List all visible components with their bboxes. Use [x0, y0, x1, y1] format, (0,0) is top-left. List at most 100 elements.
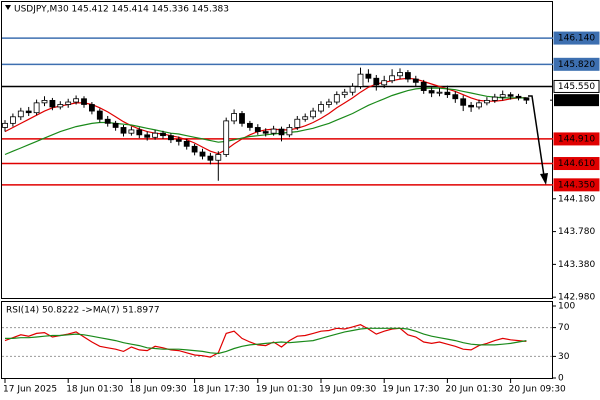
y-tick-label: 100 — [558, 302, 575, 312]
candle-body — [254, 127, 261, 132]
candle-body — [120, 127, 127, 134]
candle-body — [286, 127, 293, 136]
candle-body — [17, 110, 24, 118]
candle-body — [318, 104, 324, 112]
candle-body — [491, 96, 498, 101]
candle-body — [96, 110, 103, 120]
candle-body — [2, 122, 8, 128]
level-label-box — [553, 178, 600, 192]
level-label: 145.820 — [558, 60, 595, 70]
candle-body — [49, 99, 56, 108]
candle-body — [239, 113, 245, 124]
candle-body — [302, 116, 309, 120]
rsi-frame — [1, 301, 553, 379]
y-tick-label: 0 — [558, 374, 564, 384]
annotation-arrow — [528, 95, 548, 185]
y-tick-label: 143.780 — [558, 227, 595, 237]
candle-body — [199, 151, 206, 157]
candle-body — [231, 113, 238, 122]
candle-body — [278, 128, 285, 136]
candle-body — [515, 95, 522, 99]
level-label-box — [553, 132, 600, 146]
candle-body — [428, 90, 435, 94]
candle-body — [365, 73, 372, 79]
candle-body — [294, 118, 301, 128]
candle-body — [81, 98, 87, 105]
candle-body — [9, 116, 16, 124]
candle-body — [468, 104, 475, 108]
collapse-icon — [5, 5, 11, 10]
candle-body — [483, 99, 490, 104]
level-label: 144.910 — [558, 134, 595, 144]
x-tick-label: 20 Jun 01:30 — [445, 385, 502, 395]
candle-body — [397, 72, 403, 77]
candle-body — [215, 154, 222, 161]
arrow-head — [540, 173, 548, 185]
candle-body — [144, 134, 151, 138]
candle-body — [341, 91, 348, 96]
arrow-line — [528, 95, 545, 177]
x-tick-label: 18 Jun 01:30 — [66, 385, 123, 395]
candle-body — [183, 140, 190, 147]
candle-body — [104, 118, 111, 124]
candle-body — [152, 132, 159, 138]
candle-body — [452, 94, 459, 100]
candle-body — [246, 122, 253, 128]
candle-body — [73, 98, 79, 103]
candle-body — [436, 91, 443, 94]
rsi-title: RSI(14) 50.8222 ->MA(7) 51.8977 — [6, 306, 160, 316]
y-tick-label: 144.180 — [558, 194, 595, 204]
main-frame — [1, 1, 553, 299]
level-label: 146.140 — [558, 34, 595, 44]
x-tick-label: 18 Jun 17:30 — [193, 385, 250, 395]
level-label-box — [553, 31, 600, 45]
level-label: 145.550 — [558, 82, 595, 92]
candle-body — [207, 155, 214, 161]
candle-body — [65, 101, 72, 105]
level-label-box — [553, 157, 600, 171]
candle-body — [404, 72, 411, 80]
level-label-box — [553, 57, 600, 71]
candle-body — [270, 128, 277, 134]
level-label-box — [553, 79, 600, 93]
candle-body — [420, 81, 427, 91]
candle-body — [333, 94, 340, 103]
candle-body — [310, 110, 317, 118]
last-price-label: 145.383 — [558, 96, 595, 106]
candle-body — [507, 94, 514, 97]
candle-body — [523, 97, 530, 101]
level-label: 144.610 — [558, 159, 595, 169]
x-tick-label: 19 Jun 01:30 — [256, 385, 313, 395]
x-tick-label: 17 Jun 2025 — [3, 385, 57, 395]
candle-body — [389, 75, 396, 82]
candle-body — [136, 129, 143, 136]
candle-body — [476, 102, 482, 108]
candle-body — [112, 122, 119, 128]
y-tick-label: 30 — [558, 352, 570, 362]
x-tick-label: 20 Jun 09:30 — [509, 385, 566, 395]
candle-body — [175, 139, 182, 142]
candle-body — [167, 135, 174, 141]
x-tick-label: 19 Jun 17:30 — [382, 385, 439, 395]
candle-body — [262, 131, 269, 134]
candle-body — [223, 120, 230, 155]
candle-body — [325, 101, 332, 105]
candle-body — [89, 104, 95, 112]
candle-body — [25, 110, 32, 114]
candle-body — [160, 132, 166, 137]
rsi-line — [5, 327, 527, 355]
level-label: 144.350 — [558, 180, 595, 190]
candle-body — [499, 94, 506, 98]
last-price-box — [554, 94, 599, 107]
x-tick-label: 19 Jun 09:30 — [319, 385, 376, 395]
candle-body — [373, 77, 380, 86]
candle-body — [357, 73, 364, 87]
chart-title: USDJPY,M30 145.412 145.414 145.336 145.3… — [14, 5, 229, 15]
y-tick-label: 142.980 — [558, 293, 595, 303]
y-tick-label: 70 — [558, 323, 570, 333]
candle-body — [57, 104, 64, 108]
candle-body — [412, 78, 419, 83]
y-tick-label: 143.380 — [558, 260, 595, 270]
